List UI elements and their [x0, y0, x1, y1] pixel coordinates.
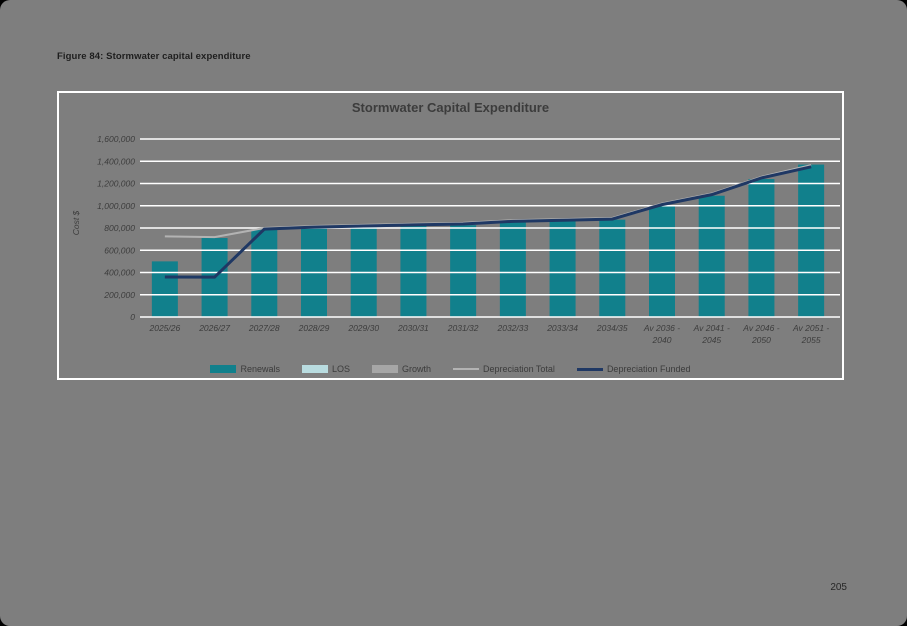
bar-renewals: [251, 229, 278, 317]
bar-renewals: [798, 164, 825, 317]
x-tick-label: 2027/28: [248, 323, 280, 333]
y-axis-title: Cost $: [71, 210, 81, 235]
legend-swatch-box: [302, 365, 329, 373]
y-tick-label: 200,000: [103, 290, 135, 300]
legend-item-los: LOS: [302, 364, 350, 374]
x-tick-label: 2032/33: [496, 323, 528, 333]
bar-renewals: [599, 219, 626, 317]
x-tick-label: 2025/26: [148, 323, 180, 333]
legend-label: Growth: [402, 364, 432, 374]
x-tick-label: Av 2051 -2055: [792, 323, 829, 345]
chart-title: Stormwater Capital Expenditure: [351, 100, 550, 115]
chart-plot: 0 200,000 400,000 600,000 800,000 1,000,000 1,…: [71, 134, 840, 345]
x-tick-label: 2026/27: [198, 323, 230, 333]
y-tick-label: 1,400,000: [97, 156, 135, 166]
y-tick-label: 1,600,000: [97, 134, 135, 144]
bar-renewals: [350, 226, 377, 317]
y-tick-label: 0: [130, 312, 135, 322]
legend-label: Renewals: [240, 364, 281, 374]
legend-item-growth: Growth: [372, 364, 431, 374]
bar-renewals: [748, 179, 775, 317]
x-tick-label: Av 2041 -2045: [693, 323, 730, 345]
x-tick-label: 2033/34: [546, 323, 578, 333]
bar-renewals: [450, 225, 477, 317]
chart-frame: Stormwater Capital Expenditure 0 200,000 4…: [57, 91, 844, 380]
page-number: 205: [830, 582, 847, 593]
legend-swatch-box: [210, 365, 237, 373]
x-tick-label: 2034/35: [596, 323, 628, 333]
bar-renewals: [151, 261, 178, 317]
legend-swatch-line: [453, 368, 480, 370]
line-depreciation-funded: [164, 165, 812, 279]
bar-renewals: [499, 221, 526, 317]
x-tick-label: Av 2036 -2040: [643, 323, 680, 345]
y-tick-label: 400,000: [104, 268, 135, 278]
legend-item-depreciation-total: Depreciation Total: [453, 364, 555, 374]
legend-label: LOS: [332, 364, 351, 374]
legend-item-renewals: Renewals: [210, 364, 280, 374]
bar-renewals: [698, 195, 725, 317]
x-tick-label: 2028/29: [298, 323, 330, 333]
y-tick-label: 800,000: [104, 223, 135, 233]
x-tick-label: 2031/32: [447, 323, 479, 333]
bar-renewals: [549, 220, 576, 317]
legend-item-depreciation-funded: Depreciation Funded: [576, 364, 691, 374]
legend-label: Depreciation Funded: [606, 364, 691, 374]
chart-legend: Renewals LOS Growth Depreciation Total Depre…: [59, 364, 842, 374]
bar-renewals: [649, 205, 675, 317]
x-tick-label: Av 2046 -2050: [742, 323, 779, 345]
figure-caption: Figure 84: Stormwater capital expenditur…: [57, 51, 251, 62]
y-tick-label: 600,000: [104, 245, 135, 255]
y-tick-label: 1,200,000: [97, 179, 135, 189]
legend-label: Depreciation Total: [483, 364, 555, 374]
x-tick-label: 2029/30: [347, 323, 379, 333]
legend-swatch-line: [576, 367, 603, 371]
x-tick-label: 2030/31: [397, 323, 429, 333]
y-tick-label: 1,000,000: [97, 201, 135, 211]
legend-swatch-box: [372, 365, 399, 373]
bar-renewals: [400, 225, 427, 317]
